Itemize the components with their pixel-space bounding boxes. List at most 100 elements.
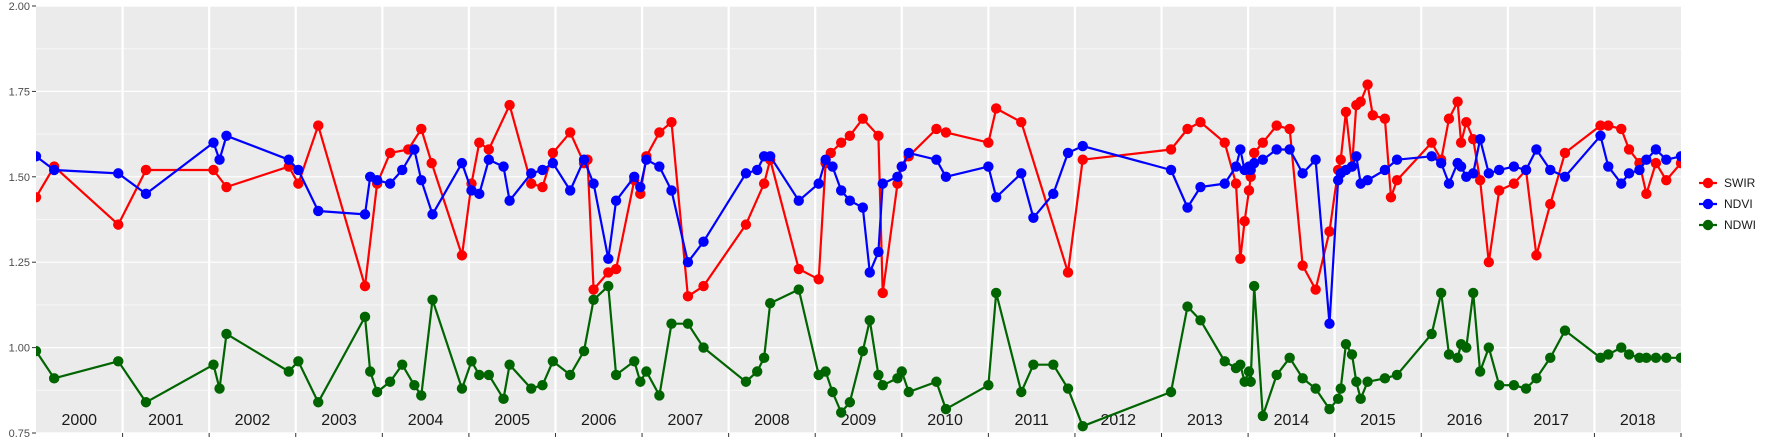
- data-point-ndvi: [1483, 168, 1494, 179]
- data-point-ndwi: [208, 359, 219, 370]
- data-point-ndwi: [641, 366, 652, 377]
- legend-key-point: [1702, 219, 1714, 231]
- data-point-swir: [1165, 144, 1177, 155]
- data-point-ndwi: [1271, 369, 1282, 381]
- data-point-ndvi: [564, 185, 576, 196]
- legend: SWIR NDVI NDWI: [1699, 176, 1756, 232]
- year-label: 2016: [1447, 412, 1483, 429]
- data-point-ndwi: [1332, 393, 1344, 405]
- data-point-ndwi: [1595, 352, 1606, 364]
- data-point-ndvi: [857, 202, 869, 213]
- data-point-ndvi: [1284, 144, 1295, 155]
- data-point-ndvi: [397, 164, 408, 176]
- data-point-swir: [610, 263, 622, 275]
- data-point-ndvi: [1435, 157, 1447, 169]
- data-point-ndwi: [1257, 410, 1269, 422]
- data-point-ndwi: [1016, 386, 1027, 398]
- data-point-swir: [740, 219, 752, 230]
- data-point-ndvi: [1634, 164, 1645, 176]
- data-point-swir: [1603, 120, 1614, 131]
- data-point-ndwi: [940, 403, 952, 415]
- data-point-ndvi: [537, 164, 548, 176]
- data-point-ndwi: [1248, 280, 1260, 292]
- data-point-ndwi: [629, 356, 640, 367]
- data-point-ndwi: [1468, 287, 1479, 299]
- data-point-ndwi: [1452, 352, 1463, 364]
- year-label: 2015: [1360, 412, 1396, 429]
- data-point-ndvi: [1182, 202, 1193, 213]
- data-point-ndwi: [1559, 325, 1571, 336]
- data-point-swir: [456, 250, 468, 261]
- legend-key-point: [1702, 177, 1714, 189]
- data-point-ndwi: [384, 376, 396, 387]
- data-point-swir: [1531, 250, 1542, 261]
- data-point-ndvi: [498, 161, 509, 172]
- data-point-ndwi: [359, 311, 371, 323]
- data-point-swir: [547, 147, 559, 159]
- data-point-swir: [1182, 123, 1193, 135]
- data-point-ndvi: [1443, 178, 1455, 189]
- data-point-ndvi: [221, 130, 232, 142]
- data-point-ndwi: [1531, 373, 1542, 384]
- data-point-swir: [1616, 123, 1627, 135]
- data-point-ndvi: [371, 175, 383, 186]
- data-point-ndvi: [752, 164, 763, 176]
- data-point-swir: [877, 287, 888, 299]
- data-point-swir: [483, 144, 495, 155]
- data-point-ndwi: [409, 379, 420, 391]
- year-label: 2003: [321, 412, 357, 429]
- data-point-ndvi: [1595, 130, 1606, 142]
- data-point-swir: [1559, 147, 1571, 159]
- data-point-ndvi: [1310, 154, 1321, 165]
- series-swir: [36, 79, 1681, 302]
- data-point-ndwi: [820, 366, 831, 377]
- data-point-swir: [1362, 79, 1373, 90]
- data-point-ndvi: [1165, 164, 1177, 176]
- x-axis: [122, 433, 1682, 437]
- data-point-ndwi: [1435, 287, 1447, 299]
- data-point-ndvi: [641, 154, 652, 165]
- data-point-ndwi: [864, 315, 875, 326]
- data-point-ndvi: [827, 161, 838, 172]
- data-point-ndwi: [990, 287, 1002, 299]
- data-point-swir: [1243, 185, 1255, 196]
- data-point-ndvi: [983, 161, 994, 172]
- data-point-ndwi: [1310, 383, 1321, 394]
- data-point-ndwi: [1623, 349, 1635, 360]
- data-point-swir: [1452, 96, 1463, 107]
- data-point-ndvi: [1324, 318, 1335, 329]
- data-point-ndwi: [1391, 369, 1403, 381]
- data-point-ndvi: [654, 161, 665, 172]
- data-point-swir: [416, 123, 427, 135]
- data-point-ndvi: [610, 195, 622, 206]
- data-point-ndwi: [1324, 403, 1335, 415]
- year-label: 2006: [581, 412, 617, 429]
- data-point-ndwi: [1245, 376, 1256, 387]
- data-point-ndwi: [603, 280, 614, 292]
- year-label: 2009: [841, 412, 877, 429]
- series-ndwi: [36, 280, 1681, 432]
- data-point-swir: [426, 157, 437, 169]
- data-point-ndvi: [578, 154, 590, 165]
- data-point-swir: [1474, 175, 1486, 186]
- data-point-ndwi: [1340, 338, 1352, 350]
- data-point-ndwi: [1661, 352, 1672, 364]
- data-point-ndwi: [1493, 379, 1505, 391]
- y-tick-label: 0.75: [9, 428, 30, 440]
- data-point-swir: [1062, 267, 1074, 278]
- data-point-ndwi: [654, 390, 665, 401]
- data-point-ndwi: [610, 369, 622, 381]
- y-tick-label: 1.00: [9, 343, 30, 355]
- data-point-ndwi: [427, 294, 438, 305]
- data-point-swir: [1650, 157, 1662, 169]
- data-point-ndwi: [1474, 366, 1486, 377]
- data-point-ndwi: [1426, 328, 1437, 340]
- data-point-ndvi: [1062, 147, 1074, 159]
- data-point-ndvi: [1016, 168, 1027, 179]
- data-point-ndwi: [740, 376, 752, 387]
- data-point-ndwi: [1165, 386, 1177, 398]
- data-point-ndvi: [1195, 181, 1206, 193]
- data-point-ndwi: [588, 294, 599, 305]
- data-point-ndvi: [813, 178, 824, 189]
- data-point-ndvi: [456, 157, 468, 169]
